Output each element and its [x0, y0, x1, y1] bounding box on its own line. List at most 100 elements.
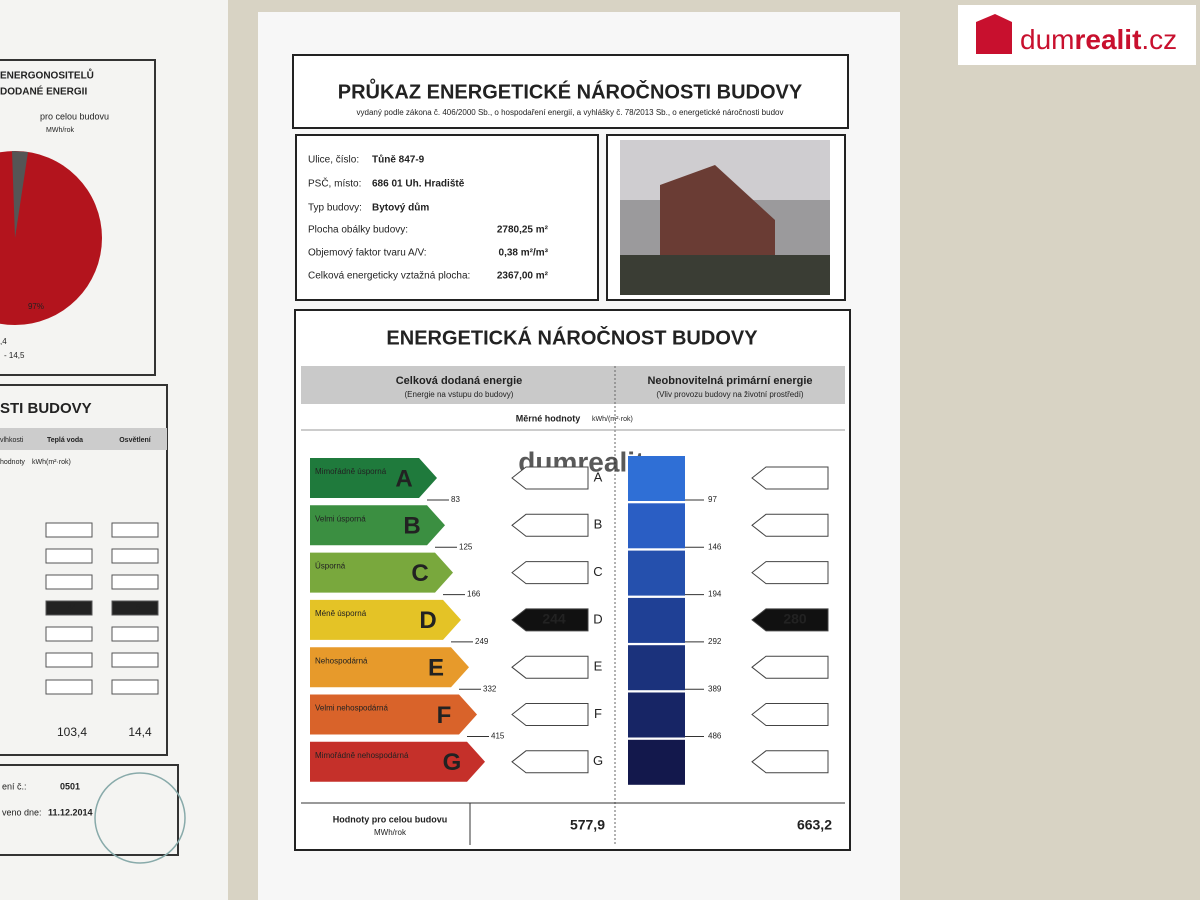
limit-value: 332 — [483, 684, 497, 693]
result-letter: A — [594, 469, 603, 484]
side-table — [0, 384, 168, 756]
primary-band — [628, 645, 685, 691]
column-note: (Energie na vstupu do budovy) — [405, 390, 514, 399]
totals-value: 663,2 — [797, 817, 832, 833]
column-note: (Vliv provozu budovy na životní prostřed… — [656, 390, 804, 399]
result-letter: C — [593, 564, 602, 579]
class-arrow — [310, 505, 445, 546]
class-arrow — [310, 694, 477, 735]
class-letter: D — [419, 607, 436, 634]
class-arrow — [310, 552, 453, 593]
class-letter: E — [428, 655, 444, 682]
info-label: Plocha obálky budovy: — [308, 225, 408, 236]
primary-band — [628, 692, 685, 738]
side-text: DODANÉ ENERGII — [0, 85, 87, 98]
rating-value: 280 — [783, 611, 807, 627]
side-arrow — [45, 652, 93, 668]
info-box — [295, 134, 599, 301]
side-text: Teplá voda — [47, 437, 83, 444]
totals-unit: MWh/rok — [374, 828, 407, 837]
header-box — [292, 54, 849, 129]
side-text: pro celou budovu — [40, 111, 109, 121]
info-label: Celková energeticky vztažná plocha: — [308, 271, 470, 282]
class-arrow — [310, 458, 437, 498]
limit-value: 486 — [708, 732, 722, 741]
class-letter: A — [395, 465, 412, 492]
class-label: Úsporná — [315, 562, 346, 571]
limit-value: 292 — [708, 637, 722, 646]
limit-value: 166 — [467, 590, 481, 599]
side-text: vlhkosti — [0, 437, 24, 444]
result-arrow — [511, 466, 589, 490]
limit-value: 97 — [708, 495, 717, 504]
side-text: ,4 — [0, 337, 7, 346]
pie — [0, 151, 102, 325]
side-arrow — [111, 679, 159, 695]
totals-label: Hodnoty pro celou budovu — [333, 814, 448, 824]
column-heading: Celková dodaná energie — [396, 375, 523, 387]
side-text: 6 — [136, 603, 141, 612]
section-title: ENERGETICKÁ NÁROČNOST BUDOVY — [386, 325, 758, 349]
side-arrow — [111, 522, 159, 538]
side-text: ení č.: — [2, 781, 27, 791]
class-label: Velmi nehospodárná — [315, 704, 388, 713]
side-box — [0, 59, 156, 376]
side-text: veno dne: — [2, 807, 42, 817]
result-arrow — [511, 513, 589, 537]
column-heading-band — [301, 366, 845, 404]
primary-band — [628, 597, 685, 643]
info-label: Objemový faktor tvaru A/V: — [308, 248, 427, 259]
side-text: 11.12.2014 — [48, 807, 93, 817]
info-value: 0,38 m²/m³ — [499, 248, 549, 259]
class-arrow — [310, 599, 461, 640]
primary-band — [628, 550, 685, 596]
photo-ground — [620, 255, 830, 295]
logo-icon — [976, 14, 1012, 54]
limit-value: 389 — [708, 684, 722, 693]
info-label: Typ budovy: — [308, 203, 362, 214]
limit-value: 83 — [451, 495, 460, 504]
side-text: STI BUDOVY — [0, 400, 92, 417]
limit-value: 125 — [459, 542, 473, 551]
info-value: 2367,00 m² — [497, 271, 549, 282]
class-label: Velmi úsporná — [315, 514, 366, 523]
result-letter: D — [593, 611, 602, 626]
side-text: Osvětlení — [119, 437, 152, 444]
primary-band — [628, 456, 685, 501]
rating-value: 244 — [542, 611, 566, 627]
class-letter: C — [411, 560, 428, 587]
result-arrow — [751, 513, 829, 537]
result-arrow — [511, 703, 589, 726]
side-text: 97% — [28, 302, 44, 311]
side-text: - 14,5 — [4, 351, 25, 360]
result-arrow — [511, 655, 589, 679]
result-arrow — [751, 750, 829, 774]
info-value: Tůně 847-9 — [372, 154, 425, 166]
stamp — [94, 772, 186, 864]
column-heading: Neobnovitelná primární energie — [647, 375, 812, 387]
pie-slice — [12, 151, 28, 238]
side-arrow — [45, 522, 93, 538]
totals-value: 577,9 — [570, 817, 605, 833]
side-text: 14,4 — [128, 725, 152, 739]
logo-part: .cz — [1141, 24, 1177, 55]
side-stamp-box — [0, 764, 179, 856]
result-arrow — [751, 466, 829, 490]
class-letter: G — [443, 749, 462, 776]
side-arrow — [111, 626, 159, 642]
class-letter: B — [403, 513, 420, 540]
logo-part: dum — [1020, 24, 1074, 55]
class-label: Méně úsporná — [315, 609, 367, 618]
side-text: 0501 — [60, 781, 80, 791]
limit-value: 194 — [708, 590, 722, 599]
side-arrow — [45, 679, 93, 695]
primary-band — [628, 503, 685, 549]
rating-arrow — [511, 608, 589, 632]
limit-value: 146 — [708, 542, 722, 551]
specific-label: Měrné hodnoty — [516, 413, 581, 423]
side-text: hodnoty — [0, 459, 25, 466]
result-letter: F — [594, 706, 602, 721]
class-letter: F — [437, 702, 452, 729]
result-arrow — [511, 561, 589, 585]
